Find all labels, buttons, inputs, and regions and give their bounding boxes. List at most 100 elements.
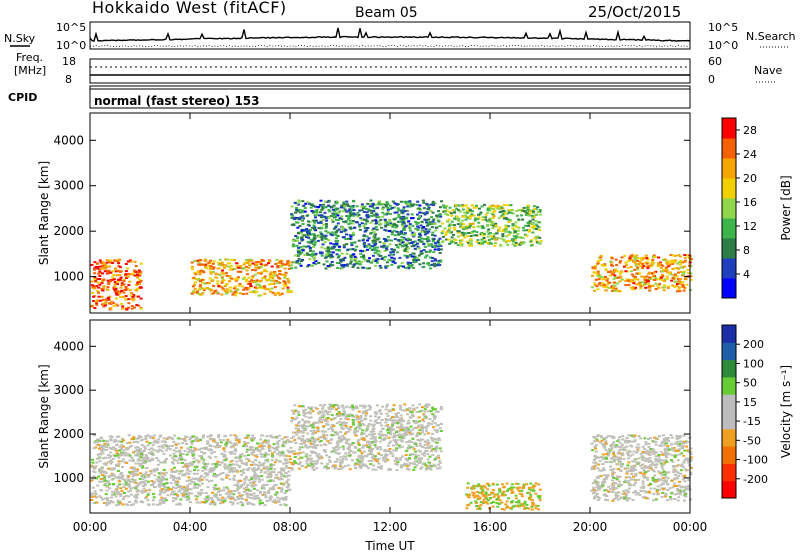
freq-right-tick-bottom: 0 [708, 73, 715, 86]
echo-cell [427, 262, 430, 264]
echo-cell [629, 255, 632, 257]
echo-cell [522, 237, 525, 239]
echo-cell [210, 265, 213, 267]
echo-cell [405, 244, 408, 246]
echo-cell [232, 463, 235, 465]
echo-cell [97, 444, 100, 446]
echo-cell [246, 437, 249, 439]
echo-cell [172, 441, 175, 443]
echo-cell [169, 448, 172, 450]
echo-cell [193, 487, 196, 489]
echo-cell [505, 235, 508, 237]
echo-cell [483, 241, 486, 243]
echo-cell [148, 452, 151, 454]
echo-cell [186, 490, 189, 492]
echo-cell [239, 456, 242, 458]
echo-cell [460, 239, 463, 241]
echo-cell [395, 227, 398, 229]
echo-cell [105, 486, 108, 488]
echo-cell [119, 271, 122, 273]
echo-cell [229, 289, 232, 291]
echo-cell [119, 487, 122, 489]
echo-cell [112, 483, 115, 485]
echo-cell [487, 236, 490, 238]
echo-cell [400, 201, 403, 203]
echo-cell [302, 249, 305, 251]
echo-cell [449, 207, 452, 209]
echo-cell [153, 474, 156, 476]
echo-cell [678, 281, 681, 283]
echo-cell [483, 233, 486, 235]
echo-cell [182, 474, 185, 476]
echo-cell [265, 264, 268, 266]
echo-cell [394, 262, 397, 264]
echo-cell [243, 482, 246, 484]
echo-cell [370, 205, 373, 207]
echo-cell [478, 217, 481, 219]
echo-cell [276, 437, 279, 439]
echo-cell [306, 234, 309, 236]
echo-cell [424, 411, 427, 413]
echo-cell [406, 468, 409, 470]
echo-cell [482, 216, 485, 218]
echo-cell [334, 465, 337, 467]
echo-cell [335, 249, 338, 251]
echo-cell [125, 286, 128, 288]
echo-cell [239, 495, 242, 497]
echo-cell [91, 292, 94, 294]
echo-cell [249, 283, 252, 285]
echo-cell [189, 483, 192, 485]
echo-cell [189, 501, 192, 503]
echo-cell [348, 455, 351, 457]
echo-cell [204, 259, 207, 261]
echo-cell [211, 492, 214, 494]
echo-cell [332, 213, 335, 215]
echo-cell [386, 265, 389, 267]
echo-cell [611, 265, 614, 267]
echo-cell [121, 308, 124, 310]
echo-cell [309, 247, 312, 249]
echo-cell [352, 220, 355, 222]
echo-cell [156, 442, 159, 444]
echo-cell [416, 257, 419, 259]
echo-cell [172, 479, 175, 481]
echo-cell [194, 439, 197, 441]
echo-cell [107, 282, 110, 284]
echo-cell [538, 242, 541, 244]
echo-cell [372, 465, 375, 467]
echo-cell [358, 224, 361, 226]
echo-cell [199, 439, 202, 441]
echo-cell [408, 200, 411, 202]
echo-cell [212, 486, 215, 488]
echo-cell [536, 206, 539, 208]
echo-cell [485, 214, 488, 216]
echo-cell [126, 504, 129, 506]
echo-cell [470, 213, 473, 215]
echo-cell [247, 267, 250, 269]
echo-cell [102, 279, 105, 281]
echo-cell [346, 440, 349, 442]
echo-cell [127, 273, 130, 275]
echo-cell [229, 442, 232, 444]
echo-cell [498, 217, 501, 219]
echo-cell [508, 209, 511, 211]
echo-cell [332, 425, 335, 427]
echo-cell [676, 275, 679, 277]
echo-cell [215, 466, 218, 468]
echo-cell [340, 231, 343, 233]
echo-cell [143, 482, 146, 484]
echo-cell [317, 429, 320, 431]
noise-left-tick-bottom: 10^0 [56, 39, 86, 52]
echo-cell [445, 205, 448, 207]
echo-cell [418, 263, 421, 265]
echo-cell [115, 294, 118, 296]
colorbar-segment [722, 278, 736, 299]
echo-cell [98, 271, 101, 273]
echo-cell [385, 247, 388, 249]
echo-cell [167, 489, 170, 491]
site-title: Hokkaido West (fitACF) [92, 0, 287, 17]
echo-cell [120, 277, 123, 279]
echo-cell [134, 474, 137, 476]
echo-cell [320, 246, 323, 248]
echo-cell [431, 234, 434, 236]
